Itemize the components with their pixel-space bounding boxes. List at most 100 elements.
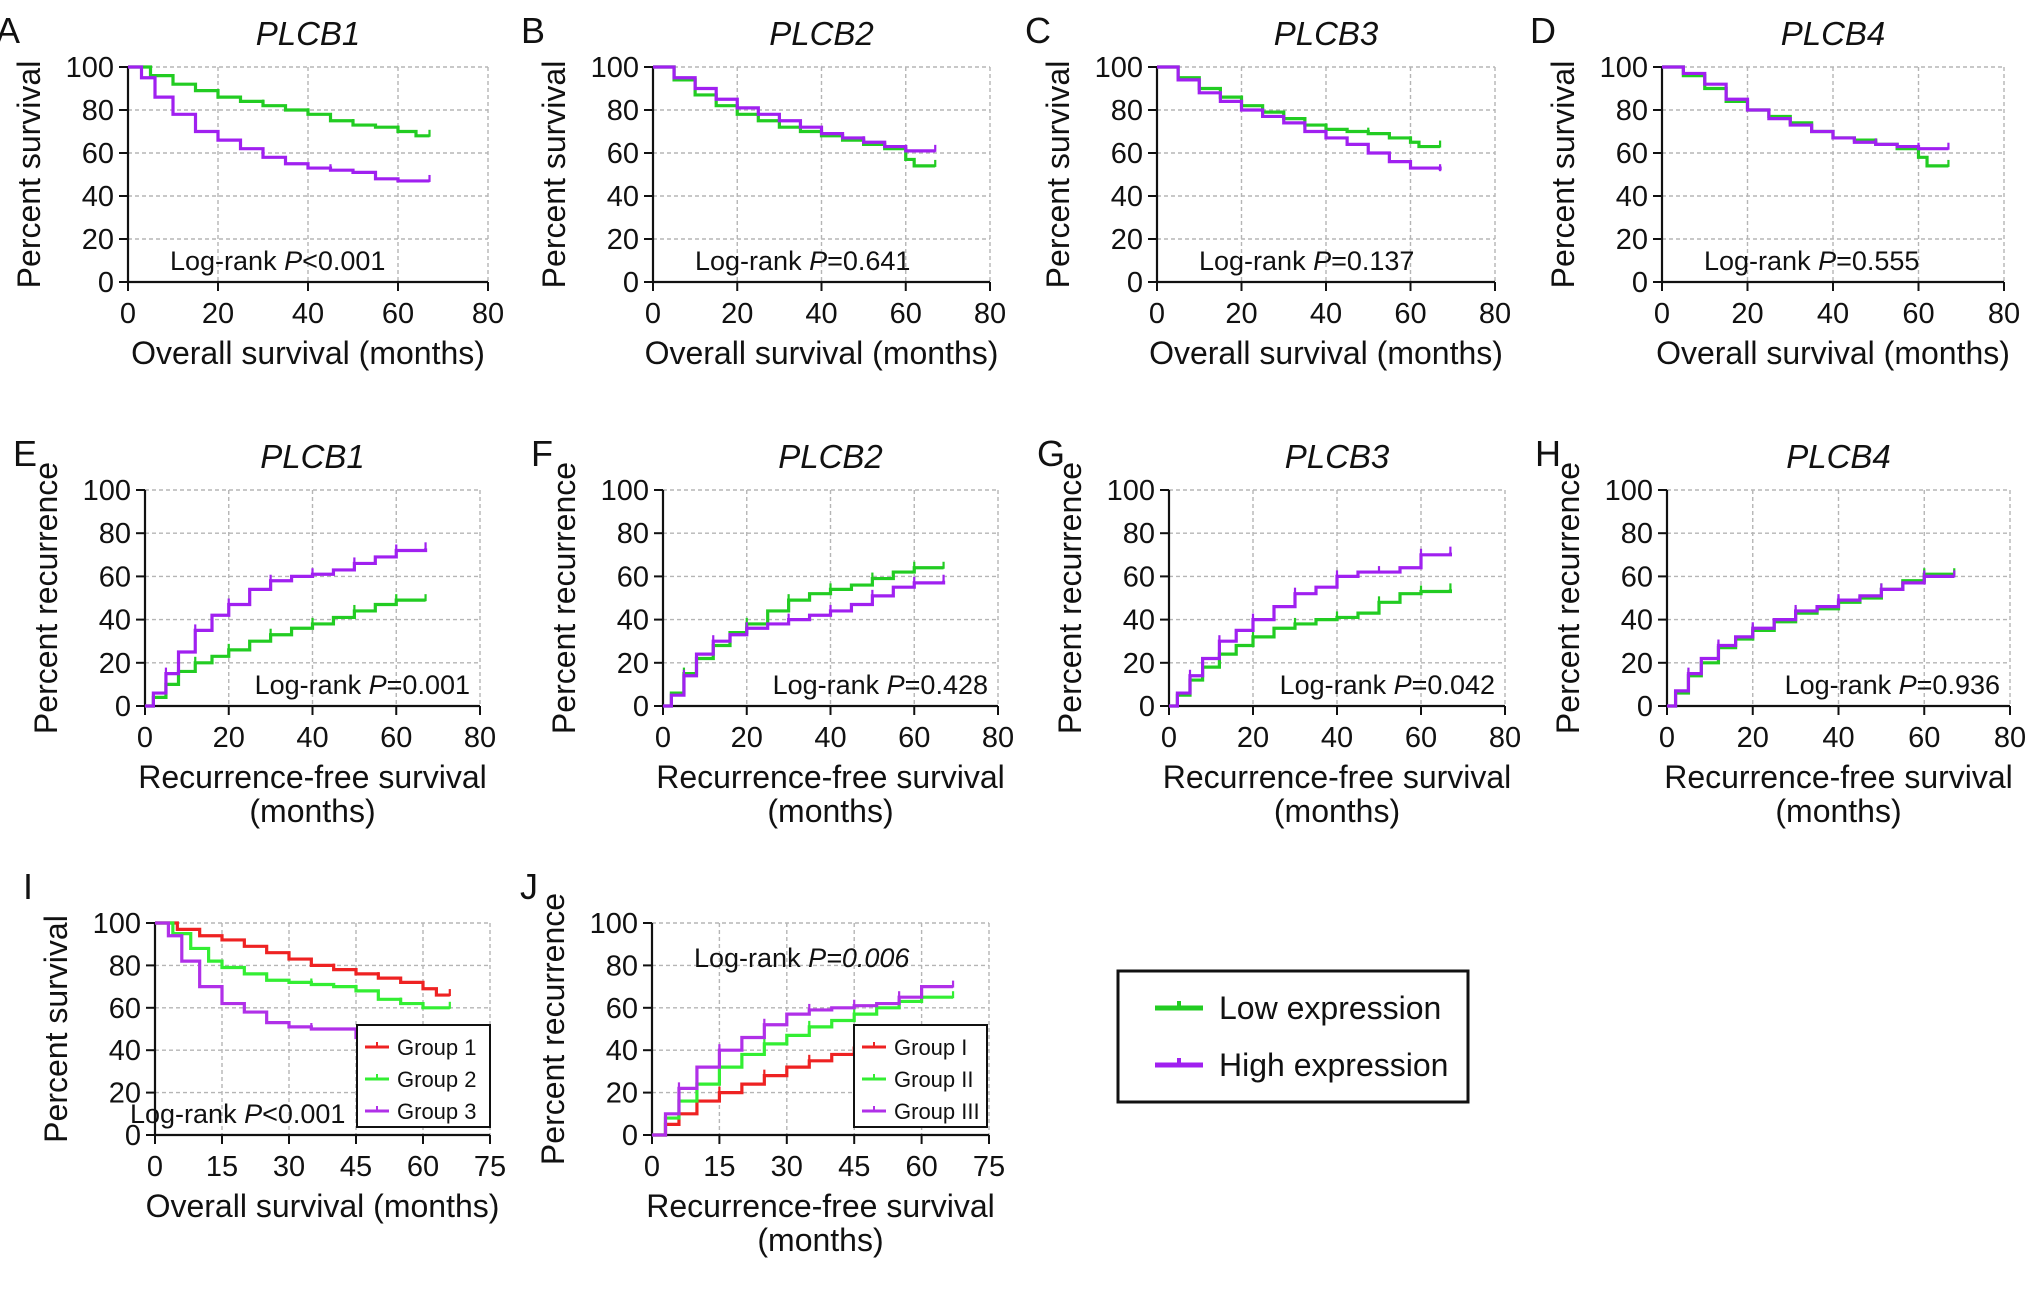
x-tick-label-j-0: 0 [644, 1151, 660, 1183]
panel-letter-i: I [23, 866, 33, 907]
main-legend-box [1116, 969, 1470, 1104]
x-tick-label-b-3: 60 [890, 298, 922, 330]
x-tick-label-h-1: 20 [1737, 722, 1769, 754]
panels-layer: A PLCB1 0 20 40 60 80 0 20 40 60 80 100 Percent survi… [0, 10, 2026, 1258]
y-tick-label-e-2: 40 [99, 605, 131, 637]
y-tick-label-h-2: 40 [1621, 605, 1653, 637]
y-axis-label-i: Percent survival [38, 915, 74, 1143]
x-tick-label-c-1: 20 [1225, 298, 1257, 330]
x-axis-label-b-0: Overall survival (months) [645, 335, 999, 371]
x-tick-label-h-0: 0 [1659, 722, 1675, 754]
y-tick-label-j-5: 100 [590, 908, 638, 940]
pvalue-prefix-i: Log-rank [130, 1099, 244, 1129]
y-tick-label-e-4: 80 [99, 518, 131, 550]
y-tick-label-a-2: 40 [82, 181, 114, 213]
y-tick-label-f-4: 80 [617, 518, 649, 550]
pvalue-prefix-j: Log-rank [694, 943, 808, 973]
y-tick-label-e-3: 60 [99, 561, 131, 593]
series-line-i-0 [155, 921, 450, 997]
x-tick-label-a-2: 40 [292, 298, 324, 330]
pvalue-symbol-h: P [1899, 670, 1917, 700]
y-tick-label-h-0: 0 [1637, 691, 1653, 723]
x-axis-label-a-0: Overall survival (months) [131, 335, 485, 371]
series-line-h-1 [1667, 574, 1955, 708]
y-tick-label-e-0: 0 [115, 691, 131, 723]
x-tick-label-b-2: 40 [805, 298, 837, 330]
x-tick-label-j-5: 75 [973, 1151, 1005, 1183]
x-tick-label-f-2: 40 [814, 722, 846, 754]
series-line-a-0 [128, 65, 430, 138]
series-line-a-1 [128, 65, 430, 183]
panel-c: C PLCB3 0 20 40 60 80 0 20 40 60 80 100 Percent survi… [1025, 10, 1511, 371]
x-tick-label-i-3: 45 [340, 1151, 372, 1183]
x-tick-label-f-4: 80 [982, 722, 1014, 754]
x-axis-label-f-1: (months) [767, 793, 893, 829]
pvalue-label-g: Log-rank P=0.042 [1280, 670, 1495, 700]
panel-e: E PLCB1 0 20 40 60 80 0 20 40 60 80 100 Percent recur… [13, 433, 496, 829]
x-tick-label-b-0: 0 [645, 298, 661, 330]
chart-title-f: PLCB2 [778, 438, 883, 475]
chart-title-d: PLCB4 [1781, 15, 1886, 52]
pvalue-prefix-e: Log-rank [255, 670, 369, 700]
series-line-f-1 [663, 580, 946, 708]
panel-letter-c: C [1025, 10, 1051, 51]
series-line-b-0 [653, 65, 936, 168]
y-tick-label-h-5: 100 [1605, 475, 1653, 507]
x-tick-label-h-4: 80 [1994, 722, 2026, 754]
pvalue-label-j: Log-rank P=0.006 [694, 943, 910, 973]
x-tick-label-h-3: 60 [1908, 722, 1940, 754]
pvalue-label-h: Log-rank P=0.936 [1785, 670, 2000, 700]
panel-b: B PLCB2 0 20 40 60 80 0 20 40 60 80 100 Percent survi… [521, 10, 1006, 371]
series-line-e-0 [145, 598, 426, 708]
x-tick-label-i-0: 0 [147, 1151, 163, 1183]
x-tick-label-c-2: 40 [1310, 298, 1342, 330]
pvalue-label-c: Log-rank P=0.137 [1199, 246, 1414, 276]
x-tick-label-e-0: 0 [137, 722, 153, 754]
y-tick-label-g-5: 100 [1107, 475, 1155, 507]
x-tick-label-g-2: 40 [1321, 722, 1353, 754]
panel-i: I 0 15 30 45 60 75 0 20 40 60 80 100 Percent survival… [23, 866, 506, 1224]
y-axis-label-c: Percent survival [1040, 61, 1076, 289]
pvalue-value-g: =0.042 [1412, 670, 1495, 700]
legend-label-i-1: Group 2 [397, 1067, 477, 1092]
pvalue-value-a: <0.001 [302, 246, 385, 276]
x-axis-label-j-1: (months) [757, 1222, 883, 1258]
pvalue-label-i: Log-rank P<0.001 [130, 1099, 345, 1129]
y-tick-label-g-4: 80 [1123, 518, 1155, 550]
pvalue-symbol-c: P [1313, 246, 1331, 276]
y-tick-label-d-3: 60 [1616, 138, 1648, 170]
x-tick-label-e-1: 20 [213, 722, 245, 754]
y-tick-label-c-0: 0 [1127, 267, 1143, 299]
y-axis-label-f: Percent recurrence [546, 462, 582, 734]
y-tick-label-f-5: 100 [601, 475, 649, 507]
pvalue-value-d: =0.555 [1836, 246, 1919, 276]
x-tick-label-i-4: 60 [407, 1151, 439, 1183]
x-tick-label-g-3: 60 [1405, 722, 1437, 754]
pvalue-label-a: Log-rank P<0.001 [170, 246, 385, 276]
legend-label-j-0: Group I [894, 1035, 967, 1060]
pvalue-prefix-c: Log-rank [1199, 246, 1313, 276]
x-tick-label-a-3: 60 [382, 298, 414, 330]
y-tick-label-h-1: 20 [1621, 648, 1653, 680]
x-tick-label-e-4: 80 [464, 722, 496, 754]
x-tick-label-c-3: 60 [1394, 298, 1426, 330]
x-tick-label-e-3: 60 [380, 722, 412, 754]
x-axis-label-g-1: (months) [1274, 793, 1400, 829]
main-legend-low-label: Low expression [1219, 990, 1441, 1026]
y-tick-label-d-1: 20 [1616, 224, 1648, 256]
y-tick-label-g-2: 40 [1123, 605, 1155, 637]
panel-letter-b: B [521, 10, 545, 51]
y-axis-label-j: Percent recurrence [535, 893, 571, 1165]
series-line-g-0 [1169, 589, 1452, 708]
pvalue-symbol-e: P [369, 670, 387, 700]
panel-g: G PLCB3 0 20 40 60 80 0 20 40 60 80 100 Percent recur… [1037, 433, 1521, 829]
x-axis-label-h-0: Recurrence-free survival [1664, 759, 2013, 795]
chart-title-e: PLCB1 [260, 438, 365, 475]
y-tick-label-i-0: 0 [125, 1120, 141, 1152]
x-tick-label-j-2: 30 [771, 1151, 803, 1183]
x-axis-label-c-0: Overall survival (months) [1149, 335, 1503, 371]
pvalue-label-d: Log-rank P=0.555 [1704, 246, 1919, 276]
pvalue-value-e: =0.001 [387, 670, 470, 700]
pvalue-value-c: =0.137 [1331, 246, 1414, 276]
